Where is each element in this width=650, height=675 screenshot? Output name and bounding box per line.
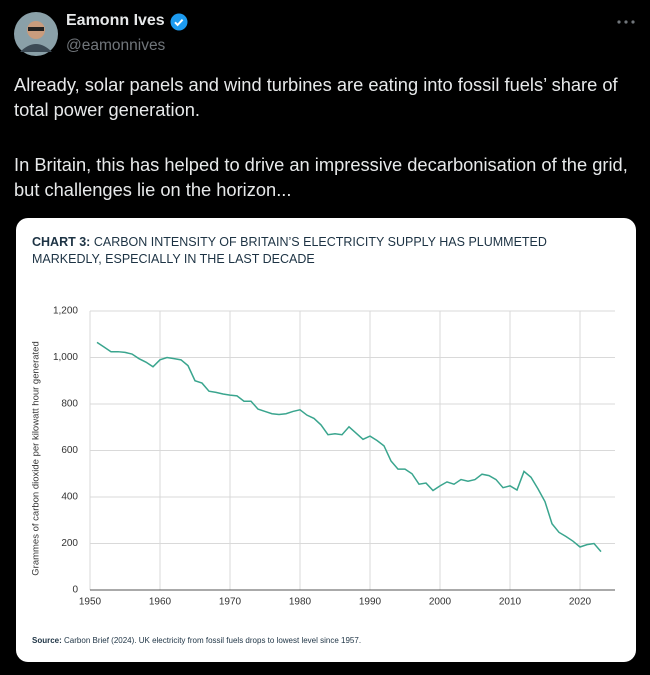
source: Source: Carbon Brief (2024). UK electric… <box>32 636 361 645</box>
chart: 0 200 400 600 800 1,000 1,200 1950 1960 1970 1980 1… <box>31 306 615 608</box>
source-text: Carbon Brief (2024). UK electricity from… <box>64 636 362 645</box>
y-tick-label: 800 <box>61 399 78 410</box>
verified-badge <box>170 13 188 31</box>
source-label: Source: <box>32 636 62 645</box>
x-tick-label: 1950 <box>79 597 102 608</box>
y-tick-label: 1,000 <box>53 352 78 363</box>
chart-label: CHART 3: <box>32 235 91 249</box>
display-name[interactable]: Eamonn Ives <box>66 12 165 29</box>
x-tick-label: 2020 <box>569 597 592 608</box>
y-tick-label: 400 <box>61 492 78 503</box>
y-tick-label: 1,200 <box>53 306 78 317</box>
tweet-text: Already, solar panels and wind turbines … <box>14 74 618 120</box>
avatar[interactable] <box>14 12 58 56</box>
handle[interactable]: @eamonnives <box>66 37 166 54</box>
data-line <box>96 341 602 553</box>
y-tick-label: 0 <box>72 585 78 596</box>
more-button[interactable] <box>616 18 636 26</box>
tweet-text: In Britain, this has helped to drive an … <box>14 154 628 200</box>
x-tick-label: 1970 <box>219 597 242 608</box>
chart-title: CHART 3: CARBON INTENSITY OF BRITAIN’S E… <box>32 234 592 268</box>
x-tick-label: 1960 <box>149 597 172 608</box>
chart-title-text: CARBON INTENSITY OF BRITAIN’S ELECTRICIT… <box>32 235 547 266</box>
x-tick-label: 2010 <box>499 597 522 608</box>
x-tick-label: 1990 <box>359 597 382 608</box>
y-tick-label: 600 <box>61 445 78 456</box>
x-tick-label: 1980 <box>289 597 312 608</box>
chart-card[interactable]: CHART 3: CARBON INTENSITY OF BRITAIN’S E… <box>16 218 636 662</box>
y-tick-label: 200 <box>61 538 78 549</box>
y-axis-label: Grammes of carbon dioxide per kilowatt h… <box>31 341 42 575</box>
x-tick-label: 2000 <box>429 597 452 608</box>
